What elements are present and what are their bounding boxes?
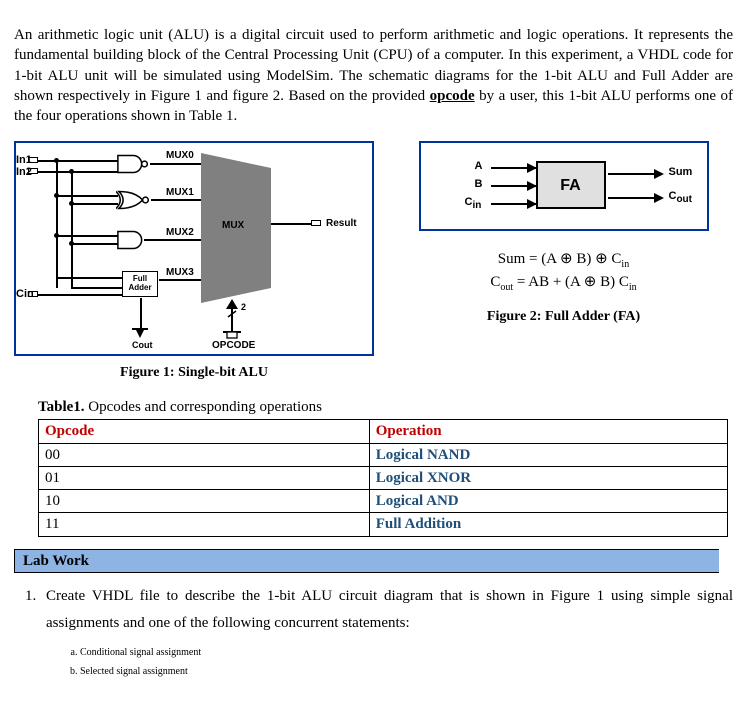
cout-arrow-icon (654, 193, 664, 203)
operation-cell: Logical XNOR (369, 466, 727, 489)
figure-2-caption: Figure 2: Full Adder (FA) (487, 308, 640, 327)
opcode-cell: 11 (39, 513, 370, 536)
mux-label: MUX (222, 219, 244, 233)
fa-cout-label: Cout (669, 189, 693, 207)
xnor-gate-icon (116, 189, 154, 211)
intro-opcode-word: opcode (430, 88, 475, 104)
mux0-label: MUX0 (166, 149, 194, 163)
table-row: 10Logical AND (39, 490, 728, 513)
mux1-label: MUX1 (166, 186, 194, 200)
fa-block: FA (536, 161, 606, 209)
cout-arrow-icon (135, 328, 145, 338)
mux2-label: MUX2 (166, 226, 194, 240)
opcode-cell: 00 (39, 443, 370, 466)
table-caption-rest: Opcodes and corresponding operations (85, 399, 322, 415)
cout-equation: Cout = AB + (A ⊕ B) Cin (490, 272, 636, 295)
full-adder-box: FullAdder (122, 271, 158, 297)
fa-cin-label: Cin (465, 195, 482, 213)
operation-cell: Full Addition (369, 513, 727, 536)
a-arrow-icon (527, 163, 537, 173)
opcode-bus-label: 2 (241, 301, 246, 313)
cout-label: Cout (132, 339, 153, 351)
table-caption: Table1. Opcodes and corresponding operat… (38, 397, 733, 417)
sum-arrow-icon (654, 169, 664, 179)
cin-label: Cin (16, 287, 34, 302)
b-arrow-icon (527, 181, 537, 191)
operation-cell: Logical NAND (369, 443, 727, 466)
question-list: Create VHDL file to describe the 1-bit A… (20, 583, 733, 681)
in2-label: In2 (16, 165, 32, 180)
labwork-heading: Lab Work (14, 549, 719, 573)
opcode-cell: 10 (39, 490, 370, 513)
question-1a: Conditional signal assignment (80, 643, 733, 662)
mux3-label: MUX3 (166, 266, 194, 280)
figure-2-diagram: FA A B Cin Sum Cout (419, 141, 709, 231)
question-1-text: Create VHDL file to describe the 1-bit A… (46, 588, 733, 631)
figure-2-column: FA A B Cin Sum Cout Sum = (A ⊕ B) ⊕ Cin (394, 141, 733, 327)
nand-gate-icon (116, 153, 154, 175)
fa-sum-label: Sum (669, 165, 693, 180)
figure-1-column: In1 In2 Cin FullAdder (14, 141, 374, 383)
table-header-row: Opcode Operation (39, 420, 728, 443)
result-port (311, 220, 321, 226)
question-1-sublist: Conditional signal assignment Selected s… (64, 643, 733, 681)
fa-a-label: A (475, 159, 483, 174)
cin-arrow-icon (527, 199, 537, 209)
table-row: 00Logical NAND (39, 443, 728, 466)
bus-slash-icon (226, 309, 238, 319)
fa-b-label: B (475, 177, 483, 192)
opcode-header: Opcode (39, 420, 370, 443)
intro-paragraph: An arithmetic logic unit (ALU) is a digi… (14, 25, 733, 126)
opcode-label: OPCODE (212, 339, 255, 353)
figure-1-caption: Figure 1: Single-bit ALU (120, 364, 268, 383)
opcode-table: Opcode Operation 00Logical NAND 01Logica… (38, 419, 728, 536)
table-row: 11Full Addition (39, 513, 728, 536)
result-label: Result (326, 217, 357, 231)
operation-header: Operation (369, 420, 727, 443)
opcode-pin-icon (226, 331, 238, 339)
figure-1-diagram: In1 In2 Cin FullAdder (14, 141, 374, 356)
mux-top (201, 153, 271, 168)
opcode-cell: 01 (39, 466, 370, 489)
sum-equation: Sum = (A ⊕ B) ⊕ Cin (490, 249, 636, 272)
fa-equations: Sum = (A ⊕ B) ⊕ Cin Cout = AB + (A ⊕ B) … (490, 249, 636, 294)
question-1: Create VHDL file to describe the 1-bit A… (40, 583, 733, 681)
table-caption-bold: Table1. (38, 399, 85, 415)
table-row: 01Logical XNOR (39, 466, 728, 489)
opcode-arrow-icon (226, 299, 238, 309)
operation-cell: Logical AND (369, 490, 727, 513)
figures-row: In1 In2 Cin FullAdder (14, 141, 733, 383)
question-1b: Selected signal assignment (80, 662, 733, 681)
